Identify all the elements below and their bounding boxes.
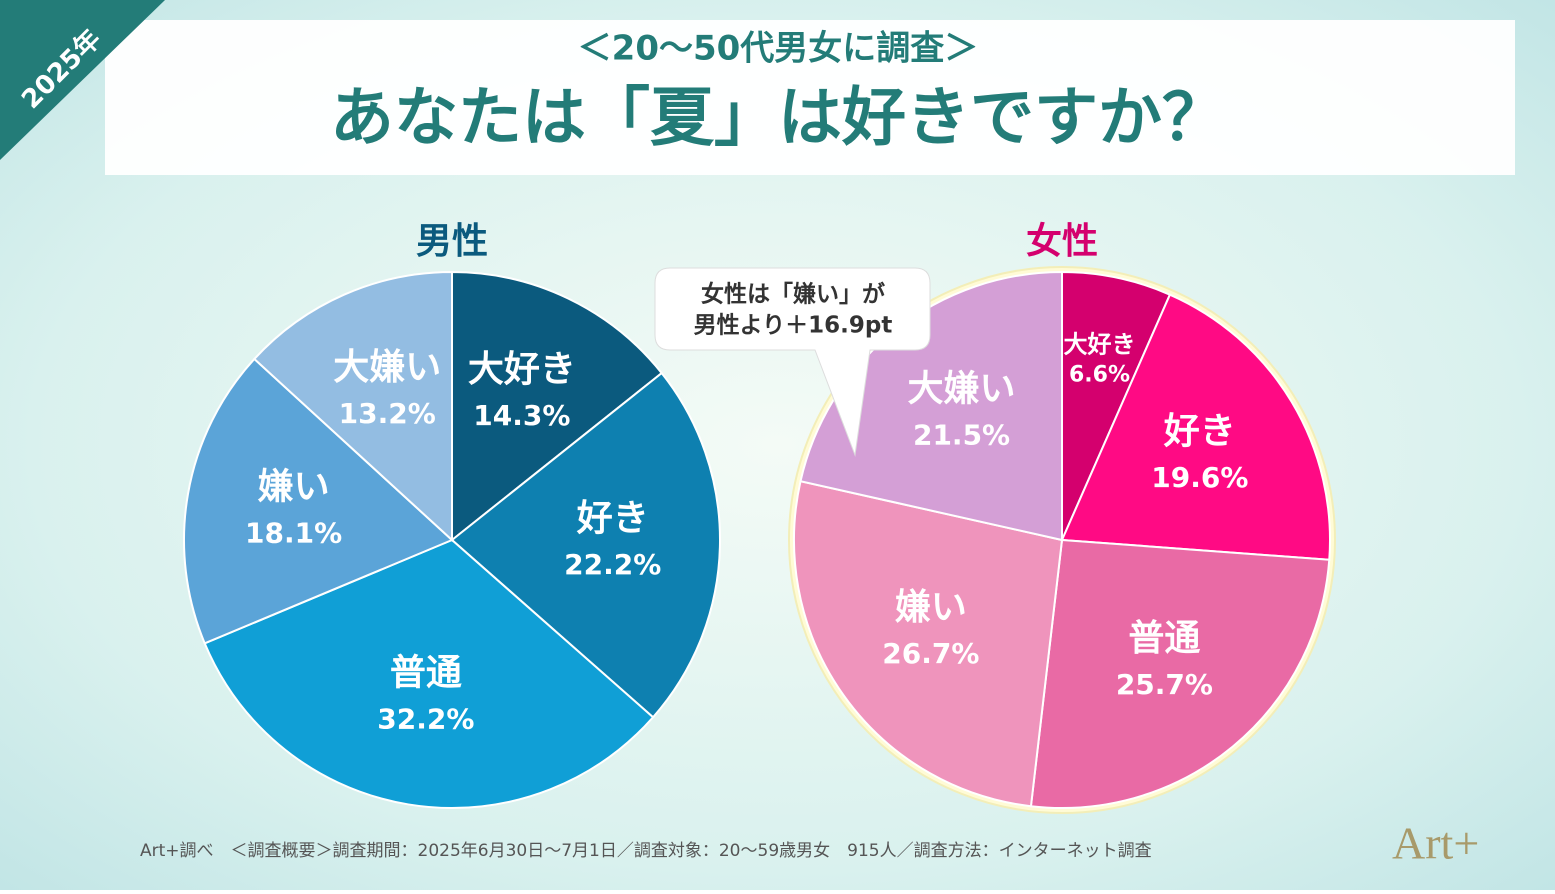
slice-value: 32.2% (377, 703, 474, 736)
callout (654, 267, 931, 457)
pie-slice (252, 270, 453, 543)
slice-value: 21.5% (913, 418, 1010, 451)
slice-value: 14.3% (473, 399, 570, 432)
slice-label: 大嫌い (333, 347, 441, 388)
slice-value: 13.2% (339, 397, 436, 430)
slice-value: 26.7% (882, 637, 979, 670)
slice-label: 好き (576, 498, 649, 539)
pie-slice (203, 538, 655, 809)
pie-slice (183, 357, 454, 645)
slice-label: 嫌い (258, 466, 330, 507)
slice-label: 嫌い (895, 587, 967, 628)
pie-slice (1060, 293, 1331, 561)
slice-value: 19.6% (1151, 461, 1248, 494)
title-box (105, 20, 1515, 175)
slice-label: 大嫌い (908, 368, 1016, 409)
slice-label: 普通 (390, 653, 462, 694)
slice-value: 18.1% (245, 516, 342, 549)
kicker: ＜20～50代男女に調査＞ (578, 29, 979, 69)
pie-slice (451, 270, 664, 543)
pie-title: 女性 (1026, 221, 1098, 262)
chart-title: あなたは「夏」は好きですか？ (330, 82, 1226, 156)
slice-label: 大好き (468, 349, 576, 390)
slice-value: 6.6% (1069, 363, 1130, 388)
callout-text: 女性は「嫌い」が (701, 281, 885, 308)
badge (0, 0, 165, 160)
pie-title: 男性 (416, 221, 488, 262)
slice-label: 好き (1163, 411, 1236, 452)
slice-value: 25.7% (1116, 668, 1213, 701)
pie-slice (1029, 538, 1331, 809)
slice-label: 大好き (1063, 331, 1135, 359)
slice-label: 普通 (1128, 618, 1200, 659)
slice-value: 22.2% (564, 548, 661, 581)
pie-slice (1061, 270, 1172, 541)
logo: Art+ (1392, 818, 1479, 869)
footer: Art+調べ ＜調査概要＞調査期間：2025年6月30日～7月1日／調査対象：2… (140, 841, 1152, 861)
pie-slice (450, 371, 721, 719)
callout-text: 男性より＋16.9pt (694, 313, 893, 339)
pie-slice (793, 479, 1064, 808)
